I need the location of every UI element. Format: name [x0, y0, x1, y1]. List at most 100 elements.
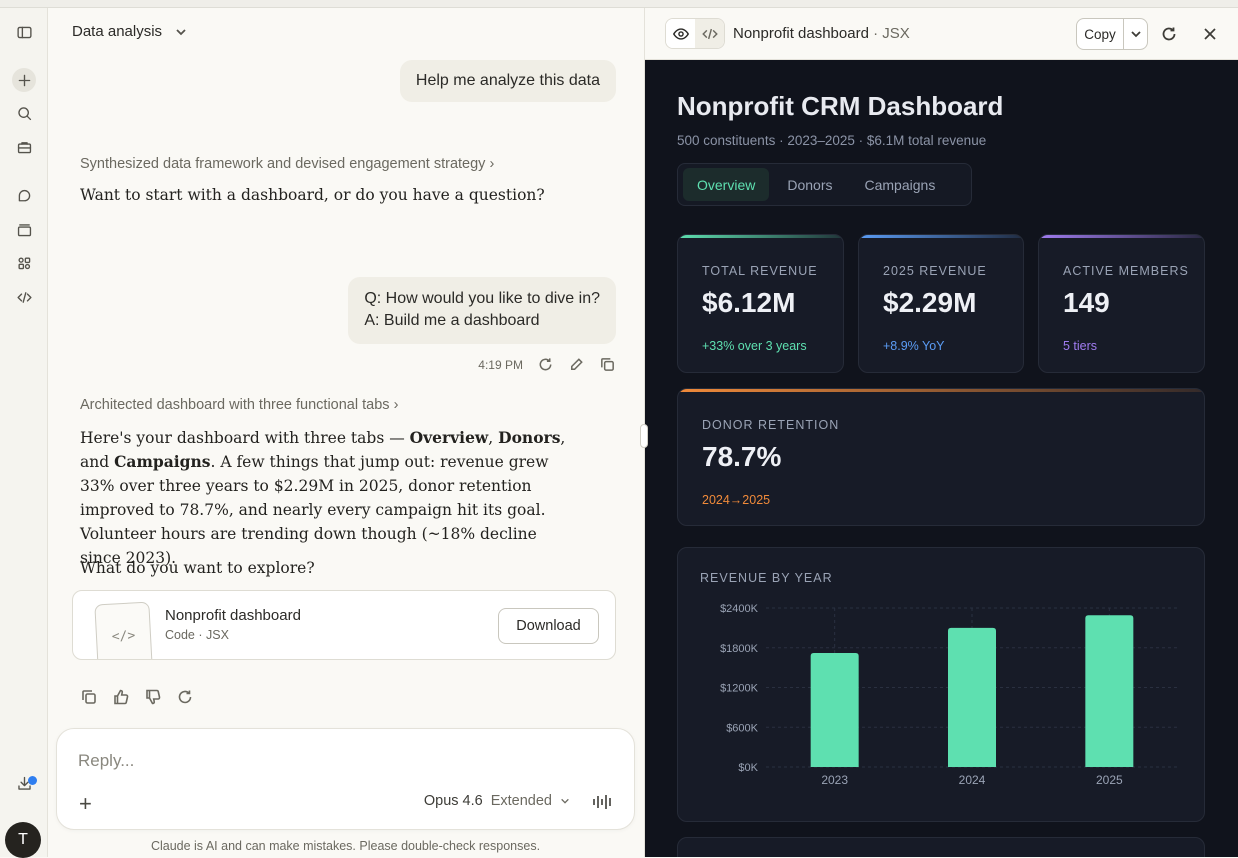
toolbox-icon[interactable] [12, 135, 36, 159]
chevron-down-icon [1130, 31, 1141, 38]
response-text: , and [80, 429, 566, 471]
code-toggle[interactable] [695, 19, 724, 48]
kpi-accent-bar [859, 235, 1023, 238]
code-icon [701, 28, 718, 39]
search-icon[interactable] [12, 101, 36, 125]
response-bold-donors: Donors [498, 428, 561, 447]
dashboard-preview: Nonprofit CRM Dashboard 500 constituents… [645, 60, 1238, 857]
chart-title: REVENUE BY YEAR [700, 571, 833, 585]
new-chat-icon[interactable] [12, 68, 36, 92]
y-tick-label: $2400K [720, 603, 759, 615]
retry-icon[interactable] [176, 688, 194, 706]
browser-top-strip [0, 0, 1238, 8]
preview-toggle[interactable] [666, 19, 695, 48]
model-selector[interactable]: Opus 4.6 Extended [424, 793, 570, 809]
tab-donors[interactable]: Donors [787, 176, 833, 193]
kpi-label: DONOR RETENTION [702, 418, 840, 432]
user-message-question: Q: How would you like to dive in? [364, 290, 600, 307]
revenue-bar-chart: $0K $600K $1200K $1800K $2400K 2023 2024 2025 [720, 603, 1178, 787]
chevron-down-icon [561, 798, 569, 804]
thinking-summary[interactable]: Synthesized data framework and devised e… [80, 156, 494, 172]
artifact-type: · JSX [873, 25, 910, 42]
projects-icon[interactable] [12, 218, 36, 242]
copy-icon[interactable] [599, 356, 616, 373]
y-tick-label: $1800K [720, 643, 759, 655]
tab-campaigns[interactable]: Campaigns [864, 176, 936, 193]
refresh-button[interactable] [1160, 25, 1178, 47]
artifact-card[interactable]: </> Nonprofit dashboard Code · JSX Downl… [72, 590, 616, 660]
y-tick-label: $1200K [720, 683, 759, 695]
user-message: Help me analyze this data [399, 60, 616, 102]
response-text: , [488, 429, 499, 447]
assistant-response: Here's your dashboard with three tabs — … [80, 426, 580, 570]
kpi-value: $6.12M [702, 287, 796, 318]
kpi-card-donor-retention: DONOR RETENTION 78.7% 2024→2025 [677, 388, 1205, 526]
code-icon[interactable] [12, 285, 36, 309]
user-avatar[interactable]: T [5, 822, 41, 858]
copy-options-button[interactable] [1124, 19, 1147, 49]
close-panel-button[interactable] [1201, 25, 1219, 47]
response-text: Here's your dashboard with three tabs — [80, 429, 410, 447]
tab-overview[interactable]: Overview [683, 168, 770, 201]
model-name: Opus 4.6 [423, 793, 483, 809]
dashboard-subtitle: 500 constituents · 2023–2025 · $6.1M tot… [677, 133, 987, 148]
thumbs-up-icon[interactable] [112, 688, 130, 706]
sidebar-toggle-icon[interactable] [12, 20, 36, 44]
reply-input[interactable]: Reply... [78, 751, 135, 770]
refresh-icon [1162, 27, 1176, 41]
kpi-label: TOTAL REVENUE [702, 264, 818, 278]
waveform-icon [593, 795, 611, 809]
thinking-summary-text: Synthesized data framework and devised e… [80, 156, 486, 172]
chat-title-dropdown[interactable]: Data analysis [72, 23, 188, 40]
kpi-accent-bar [678, 389, 1204, 392]
add-attachment-button[interactable]: + [79, 791, 92, 816]
resize-handle[interactable] [640, 424, 648, 448]
kpi-subtext: +8.9% YoY [883, 339, 945, 353]
user-message-text: Help me analyze this data [415, 72, 600, 89]
close-icon [1204, 28, 1216, 40]
y-tick-label: $600K [726, 722, 758, 734]
dashboard-tabs: Overview Donors Campaigns [677, 163, 972, 206]
view-toggle[interactable] [665, 18, 725, 49]
kpi-card-active-members: ACTIVE MEMBERS 149 5 tiers [1038, 234, 1205, 373]
user-message-answer: A: Build me a dashboard [364, 312, 540, 329]
notification-dot [28, 776, 37, 785]
response-text: . A few things that jump out: revenue gr… [80, 453, 549, 567]
edit-icon[interactable] [568, 356, 585, 373]
eye-icon [672, 27, 689, 40]
dashboard-title: Nonprofit CRM Dashboard [677, 91, 1004, 121]
chat-title: Data analysis [72, 23, 163, 40]
thumbs-down-icon[interactable] [144, 688, 162, 706]
kpi-accent-bar [678, 235, 843, 238]
download-button[interactable]: Download [498, 608, 599, 644]
model-mode: Extended [490, 793, 552, 809]
y-tick-label: $0K [738, 762, 758, 774]
kpi-card-2025-revenue: 2025 REVENUE $2.29M +8.9% YoY [858, 234, 1024, 373]
voice-mode-button[interactable] [592, 793, 614, 815]
kpi-accent-bar [1039, 235, 1204, 238]
reply-composer[interactable]: Reply... + Opus 4.6 Extended [56, 728, 635, 830]
copy-button[interactable]: Copy [1077, 19, 1124, 49]
x-tick-label: 2025 [1096, 773, 1123, 787]
artifact-panel-title: Nonprofit dashboard · JSX [733, 25, 910, 42]
kpi-value: $2.29M [883, 287, 977, 318]
sidebar-rail: T [0, 8, 48, 858]
bar-2025[interactable] [1085, 615, 1134, 767]
chats-icon[interactable] [12, 184, 36, 208]
thinking-summary[interactable]: Architected dashboard with three functio… [80, 397, 398, 413]
retry-icon[interactable] [537, 356, 554, 373]
kpi-value: 149 [1063, 287, 1110, 318]
message-meta: 4:19 PM [478, 356, 616, 373]
copy-icon[interactable] [80, 688, 98, 706]
chevron-down-icon [176, 28, 186, 35]
disclaimer: Claude is AI and can make mistakes. Plea… [150, 839, 541, 853]
artifact-panel-header: Nonprofit dashboard · JSX Copy [645, 8, 1238, 60]
artifact-panel: Nonprofit dashboard · JSX Copy Nonprofit… [644, 8, 1238, 857]
bar-2024[interactable] [948, 627, 996, 767]
next-section-card [677, 837, 1205, 857]
bar-2023[interactable] [810, 653, 859, 767]
kpi-label: 2025 REVENUE [883, 264, 987, 278]
download-app-icon[interactable] [12, 771, 36, 795]
revenue-chart-card: REVENUE BY YEAR $0K $600K $1200K $1800K $240… [677, 547, 1205, 822]
artifacts-icon[interactable] [12, 251, 36, 275]
